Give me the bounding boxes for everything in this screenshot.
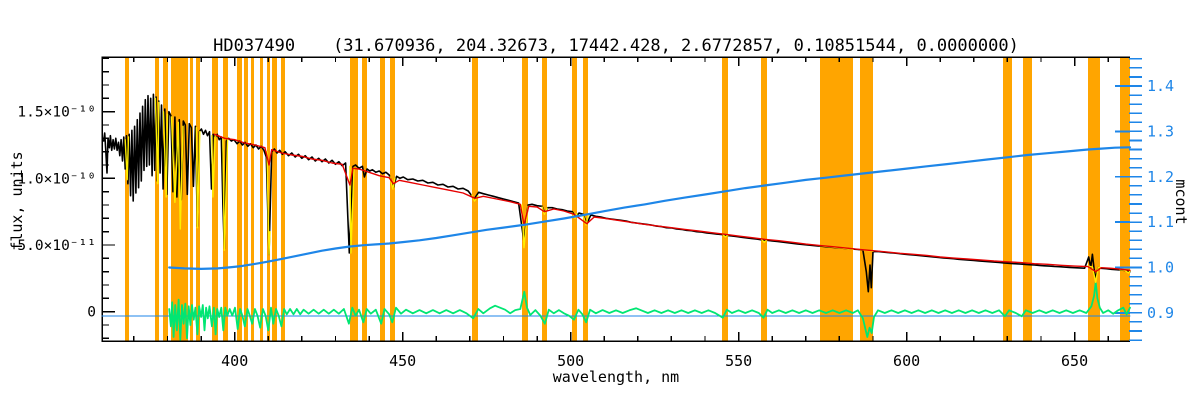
y-right-tick-label: 0.9 (1147, 304, 1174, 322)
residual-line (168, 281, 1131, 341)
x-tick-label: 500 (557, 352, 584, 370)
observed-spectrum-line (102, 93, 1131, 293)
masked-region-band (163, 57, 168, 341)
masked-region-band (244, 57, 249, 341)
masked-region-band (571, 57, 578, 341)
masked-spectrum-line (195, 127, 201, 229)
y-left-tick-label: 5.0×10⁻¹¹ (17, 238, 96, 254)
y-axis-title-right: mcont (1172, 179, 1190, 225)
masked-region-band (379, 57, 385, 341)
fit-spectrum-line (213, 133, 1131, 273)
masked-spectrum-line (154, 97, 160, 185)
masked-region-band (237, 57, 243, 341)
masked-spectrum-line (349, 165, 355, 254)
masked-spectrum-line (582, 214, 589, 226)
masked-region-band (124, 57, 129, 341)
masked-region-band (271, 57, 278, 341)
masked-region-band (583, 57, 589, 341)
y-axis-title-left: flux, units (8, 151, 26, 251)
masked-spectrum-line (541, 206, 548, 215)
masked-spectrum-line (222, 137, 229, 251)
x-tick-label: 650 (1061, 352, 1088, 370)
plot-title: HD037490 (31.670936, 204.32673, 17442.428… (102, 36, 1130, 56)
masked-region-band (349, 57, 358, 341)
masked-spectrum-line (162, 111, 169, 198)
y-left-tick-label: 0 (87, 305, 96, 321)
x-tick-label: 450 (389, 352, 416, 370)
masked-region-band (251, 57, 255, 341)
x-tick-label: 600 (893, 352, 920, 370)
x-tick-label: 550 (725, 352, 752, 370)
masked-region-band (190, 57, 194, 341)
masked-spectrum-line (124, 136, 130, 181)
masked-spectrum-line (170, 116, 184, 230)
masked-region-band (722, 57, 729, 341)
y-right-tick-label: 1.2 (1147, 168, 1174, 186)
masked-region-band (542, 57, 548, 341)
masked-region-band (521, 57, 528, 341)
masked-region-band (761, 57, 768, 341)
y-right-tick-label: 1.1 (1147, 213, 1174, 231)
y-right-tick-label: 1.4 (1147, 77, 1174, 95)
star-id: HD037490 (213, 36, 296, 56)
y-right-tick-label: 1.3 (1147, 122, 1174, 140)
y-left-tick-label: 1.5×10⁻¹⁰ (17, 105, 96, 121)
masked-region-band (281, 57, 286, 341)
masked-region-band (1119, 57, 1130, 341)
masked-region-band (1023, 57, 1033, 341)
masked-region-band (362, 57, 368, 341)
masked-spectrum-line (211, 135, 216, 198)
masked-spectrum-line (1087, 265, 1101, 283)
masked-region-band (819, 57, 854, 341)
mcont-line (168, 146, 1132, 270)
plot-frame (101, 56, 1130, 342)
x-tick-label: 400 (221, 352, 248, 370)
masked-region-band (389, 57, 395, 341)
masked-spectrum-line (266, 151, 271, 255)
y-left-tick-label: 1.0×10⁻¹⁰ (17, 171, 96, 187)
masked-region-band (259, 57, 263, 341)
x-axis-title: wavelength, nm (552, 368, 680, 386)
masked-spectrum-line (760, 238, 768, 243)
masked-region-band (1003, 57, 1013, 341)
y-right-tick-label: 1.0 (1147, 259, 1174, 277)
star-params: (31.670936, 204.32673, 17442.428, 2.6772… (333, 36, 1019, 56)
masked-region-band (155, 57, 160, 341)
masked-region-band (859, 57, 873, 341)
masked-spectrum-line (721, 233, 729, 238)
masked-region-band (211, 57, 218, 341)
